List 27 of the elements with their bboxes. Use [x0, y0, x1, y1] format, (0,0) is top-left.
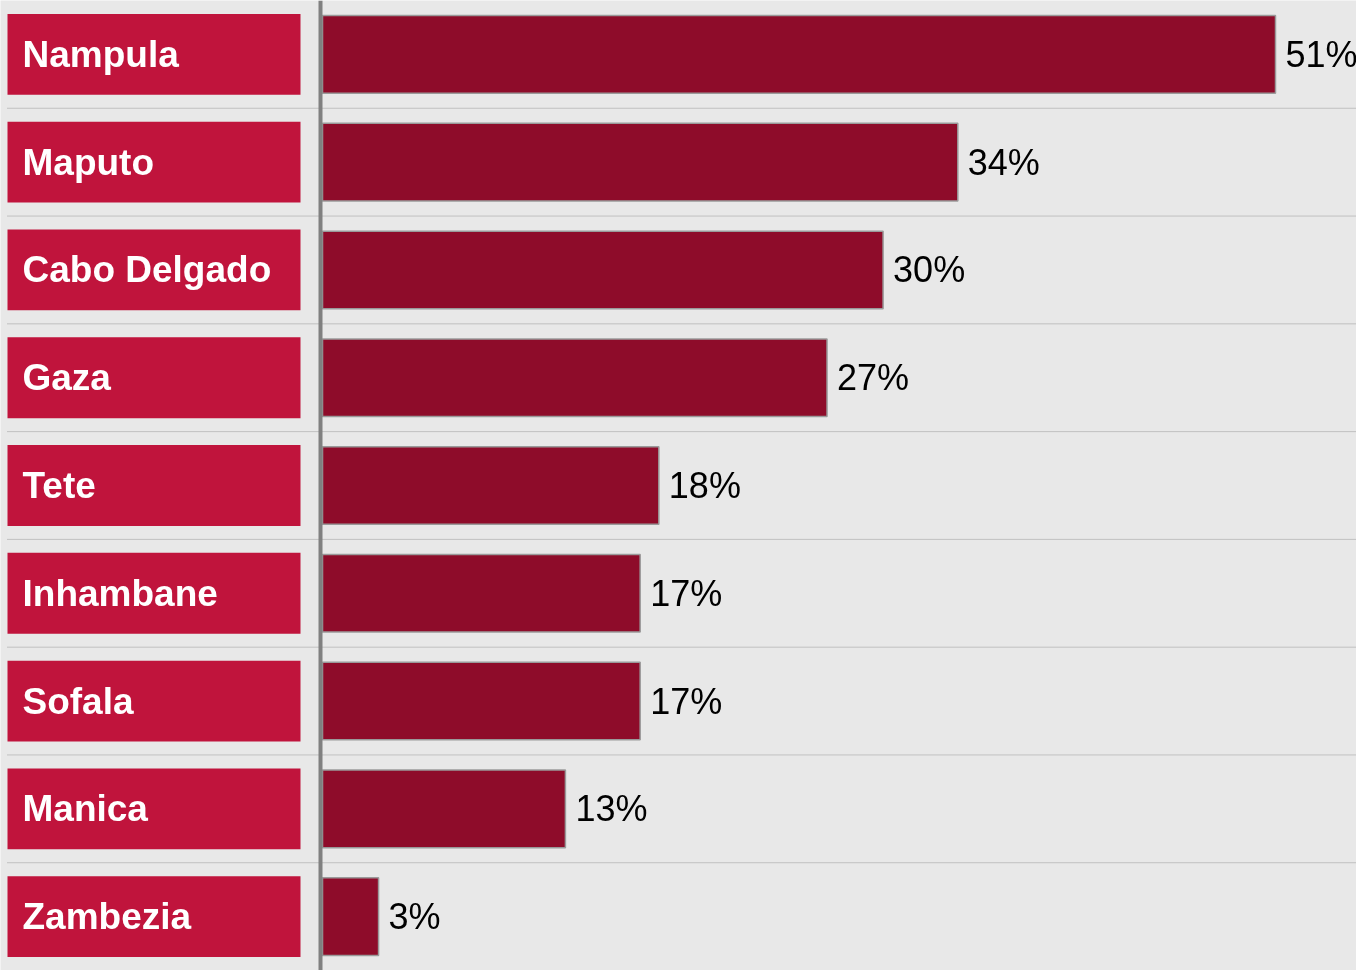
- y-tick-label: Gaza: [22, 357, 112, 399]
- y-tick-label: Manica: [22, 788, 149, 830]
- y-tick-label: Cabo Delgado: [22, 249, 272, 291]
- y-tick-label: Nampula: [22, 33, 180, 75]
- bar: [321, 14, 1277, 94]
- y-tick-label: Tete: [22, 465, 96, 506]
- data-label: 17%: [650, 680, 723, 722]
- bar: [321, 122, 959, 202]
- bar: [321, 230, 884, 310]
- bar: [321, 338, 828, 418]
- data-label: 27%: [837, 357, 910, 399]
- bar: [321, 877, 380, 957]
- y-tick-label: Maputo: [22, 141, 155, 183]
- y-tick-label: Sofala: [22, 680, 134, 722]
- data-label: 13%: [575, 788, 648, 830]
- bar: [321, 769, 567, 849]
- data-label: 3%: [388, 896, 441, 938]
- bar: [321, 661, 641, 741]
- data-label: 34%: [967, 141, 1040, 183]
- bar: [321, 553, 641, 633]
- data-label: 30%: [893, 249, 966, 291]
- data-label: 17%: [650, 572, 723, 614]
- bar: [321, 445, 660, 526]
- y-tick-label: Zambezia: [22, 896, 192, 938]
- data-label: 18%: [668, 465, 741, 506]
- data-label: 51%: [1285, 33, 1356, 75]
- y-tick-label: Inhambane: [22, 572, 218, 614]
